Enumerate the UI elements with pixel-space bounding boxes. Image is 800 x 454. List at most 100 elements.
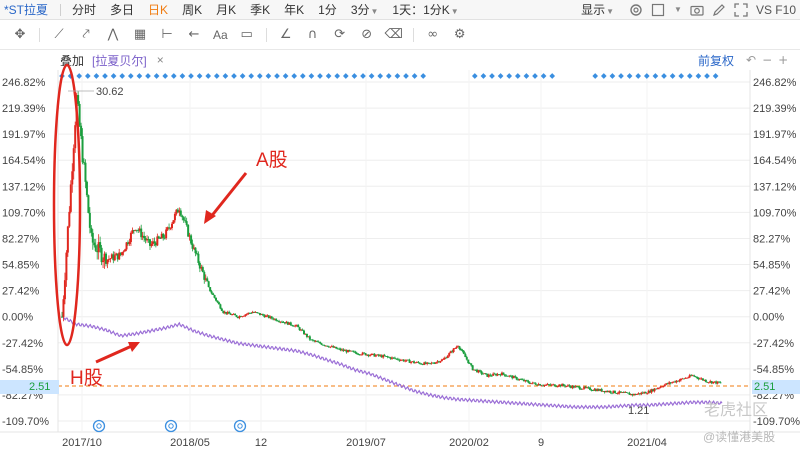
event-marker bbox=[291, 73, 298, 79]
minus-icon[interactable]: − bbox=[762, 53, 773, 67]
event-marker bbox=[248, 73, 255, 79]
fibonacci-icon[interactable]: ▦ bbox=[133, 27, 147, 42]
move-icon[interactable]: ✥ bbox=[14, 27, 26, 42]
candle-body bbox=[483, 373, 486, 375]
candle-body bbox=[85, 181, 88, 196]
polyline-icon[interactable]: ⋀ bbox=[107, 27, 119, 42]
candle-body bbox=[225, 311, 228, 314]
candle-body bbox=[178, 210, 181, 213]
candle-body bbox=[640, 392, 643, 395]
link-icon[interactable]: ∞ bbox=[427, 27, 439, 42]
event-marker bbox=[162, 73, 169, 79]
candle-body bbox=[484, 373, 487, 375]
y-tick-label-left: 82.27% bbox=[2, 233, 40, 245]
plus-icon[interactable]: + bbox=[778, 53, 789, 67]
hide-icon[interactable]: ⊘ bbox=[361, 27, 373, 42]
y-tick-label-left: -27.42% bbox=[2, 338, 43, 350]
settings-icon[interactable]: ⚙ bbox=[453, 27, 466, 42]
range-icon[interactable]: ⊢ bbox=[161, 27, 173, 42]
period-tab-daily[interactable]: 日K bbox=[148, 3, 169, 17]
candle-body bbox=[492, 373, 495, 376]
ray-icon[interactable]: ⤤ bbox=[82, 27, 90, 42]
candle-body bbox=[671, 382, 674, 384]
candle-body bbox=[105, 253, 107, 264]
event-marker bbox=[686, 73, 693, 79]
pencil-icon[interactable] bbox=[712, 3, 726, 17]
candle-body bbox=[653, 388, 656, 392]
event-marker bbox=[119, 73, 126, 79]
candle-body bbox=[580, 389, 583, 390]
candle-body bbox=[110, 254, 113, 259]
candle-body bbox=[677, 380, 679, 382]
candle-body bbox=[228, 311, 231, 314]
candle-body bbox=[687, 377, 690, 379]
y-tick-label-right: 109.70% bbox=[753, 207, 797, 219]
period-tab-intraday[interactable]: 分时 bbox=[72, 3, 97, 17]
candle-body bbox=[678, 380, 681, 382]
event-marker bbox=[523, 73, 530, 79]
period-tab-1day-1min[interactable]: 1天：1分K▼ bbox=[385, 1, 465, 18]
event-marker bbox=[239, 73, 246, 79]
text-tool[interactable]: Aa bbox=[213, 27, 228, 42]
a-share-arrow-head bbox=[204, 210, 216, 224]
candle-body bbox=[499, 374, 502, 376]
fullscreen-icon[interactable] bbox=[734, 2, 748, 17]
candle-body bbox=[407, 359, 410, 361]
vs-f10-button[interactable]: VS F10 bbox=[755, 2, 796, 17]
gear-icon[interactable] bbox=[629, 3, 643, 17]
candle-body bbox=[141, 235, 144, 238]
candle-body bbox=[166, 227, 169, 230]
period-tab-3min[interactable]: 3分▼ bbox=[344, 1, 386, 18]
candle-body bbox=[185, 221, 188, 225]
overlay-target[interactable]: [拉夏贝尔] bbox=[92, 53, 147, 68]
magnet-icon[interactable]: ∩ bbox=[307, 27, 318, 42]
candle-body bbox=[257, 312, 260, 314]
candle-body bbox=[707, 382, 710, 384]
candle-body bbox=[212, 293, 215, 295]
candle-body bbox=[391, 357, 393, 359]
layout-icon[interactable] bbox=[651, 3, 665, 17]
candle-body bbox=[260, 314, 263, 315]
candle-body bbox=[616, 393, 619, 395]
candle-body bbox=[467, 359, 470, 364]
candle-body bbox=[627, 392, 630, 394]
event-marker bbox=[394, 73, 401, 79]
candle-body bbox=[662, 386, 665, 388]
y-tick-label-left: 219.39% bbox=[2, 103, 46, 115]
x-tick-label: 9 bbox=[538, 437, 544, 449]
chevron-down-icon[interactable]: ▼ bbox=[674, 5, 682, 14]
arrow-icon[interactable]: ← bbox=[188, 27, 200, 42]
period-tab-multi-day[interactable]: 多日 bbox=[110, 3, 135, 17]
candle-body bbox=[150, 243, 153, 246]
period-tab-quarterly[interactable]: 季K bbox=[250, 3, 271, 17]
y-tick-label-right: 27.42% bbox=[753, 286, 791, 298]
candle-body bbox=[283, 322, 286, 324]
candle-body bbox=[310, 339, 313, 341]
ruler-icon[interactable]: ∠ bbox=[279, 27, 292, 42]
comment-icon[interactable]: ▭ bbox=[240, 27, 253, 42]
trendline-icon[interactable]: ⟋ bbox=[54, 27, 64, 42]
candle-body bbox=[546, 384, 549, 386]
candle-body bbox=[83, 162, 85, 164]
undo-icon[interactable]: ↶ bbox=[746, 53, 757, 67]
candle-body bbox=[442, 359, 445, 360]
period-tab-1min[interactable]: 1分 bbox=[318, 3, 337, 17]
period-tab-weekly[interactable]: 周K bbox=[182, 3, 203, 17]
camera-icon[interactable] bbox=[690, 3, 704, 17]
display-menu[interactable]: 显示▼ bbox=[574, 1, 621, 18]
candle-body bbox=[641, 392, 644, 394]
close-icon[interactable]: × bbox=[156, 53, 164, 67]
candle-body bbox=[369, 355, 371, 356]
candle-body bbox=[495, 374, 498, 376]
price-adjust-selector[interactable]: 前复权 bbox=[698, 53, 735, 68]
sync-icon[interactable]: ⟳ bbox=[334, 27, 346, 42]
period-tab-yearly[interactable]: 年K bbox=[284, 3, 305, 17]
period-tab-monthly[interactable]: 月K bbox=[216, 3, 237, 17]
candle-body bbox=[688, 375, 691, 378]
trash-icon[interactable]: ⌫ bbox=[384, 27, 403, 42]
stock-selector[interactable]: *ST拉夏 bbox=[4, 3, 49, 17]
candle-body bbox=[643, 392, 646, 394]
candle-body bbox=[203, 272, 206, 280]
candle-body bbox=[706, 381, 709, 383]
